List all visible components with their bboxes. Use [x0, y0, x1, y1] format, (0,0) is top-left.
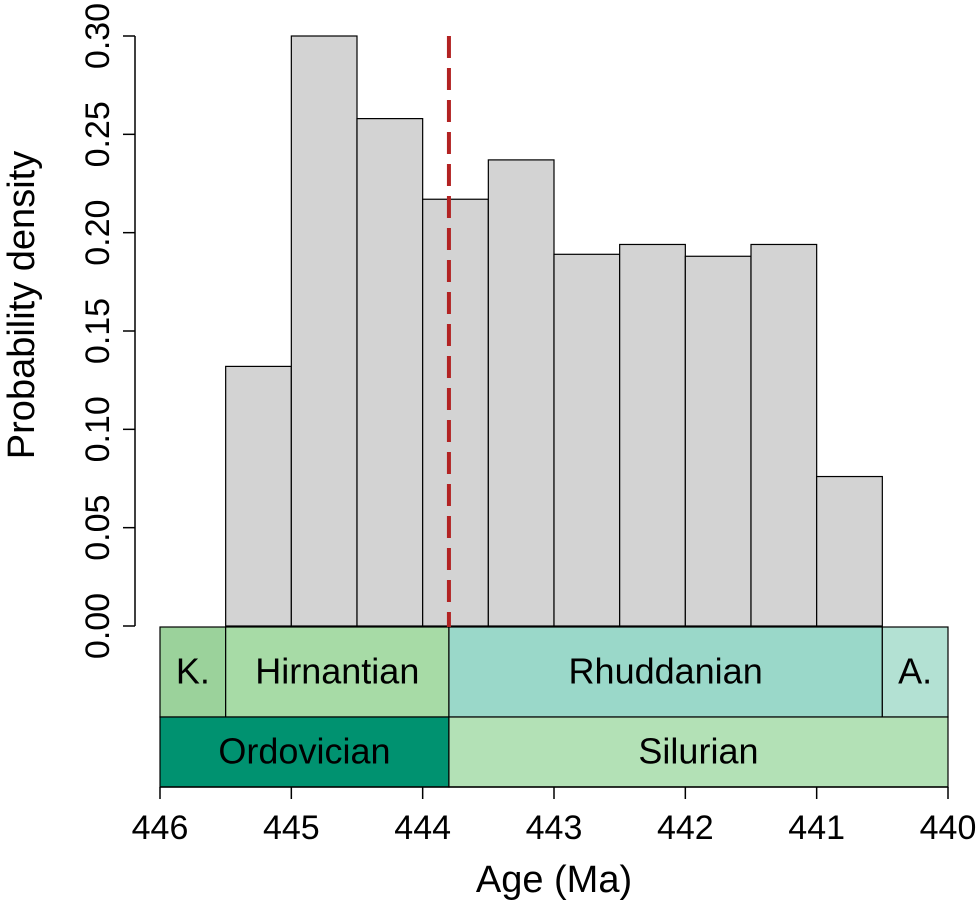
stage-band-label: A.	[898, 651, 932, 692]
bar	[619, 243, 686, 627]
bar	[750, 243, 818, 627]
stage-band-label: Rhuddanian	[569, 651, 763, 692]
y-tick-label: 0.25	[79, 101, 117, 167]
y-tick-label: 0.05	[79, 495, 117, 561]
x-tick-label: 444	[394, 809, 451, 847]
y-tick-label: 0.00	[79, 593, 117, 659]
y-axis-title: Probability density	[1, 151, 43, 459]
bar	[290, 35, 358, 627]
x-tick-label: 443	[526, 809, 583, 847]
x-tick-label: 441	[788, 809, 845, 847]
period-band	[448, 716, 949, 788]
x-tick-label: 445	[263, 809, 320, 847]
bar	[816, 475, 883, 627]
bar	[356, 117, 424, 627]
y-tick-label: 0.20	[79, 200, 117, 266]
y-tick-label: 0.30	[79, 3, 117, 69]
period-band-label: Silurian	[638, 731, 758, 772]
period-band-label: Ordovician	[218, 731, 390, 772]
y-tick-label: 0.10	[79, 396, 117, 462]
x-axis-title: Age (Ma)	[476, 859, 632, 901]
x-tick-label: 440	[920, 809, 977, 847]
stage-band-label: Hirnantian	[255, 651, 419, 692]
bar	[684, 255, 752, 627]
stage-band-label: K.	[176, 651, 210, 692]
bar	[422, 198, 489, 627]
bar	[553, 253, 621, 627]
bar	[487, 159, 555, 627]
stage-band	[448, 626, 883, 718]
stage-band	[225, 626, 450, 718]
stage-band	[159, 626, 227, 718]
x-tick-label: 446	[132, 809, 189, 847]
x-tick-label: 442	[657, 809, 714, 847]
bar	[225, 365, 292, 627]
y-tick-label: 0.15	[79, 298, 117, 364]
stage-band	[881, 626, 949, 718]
